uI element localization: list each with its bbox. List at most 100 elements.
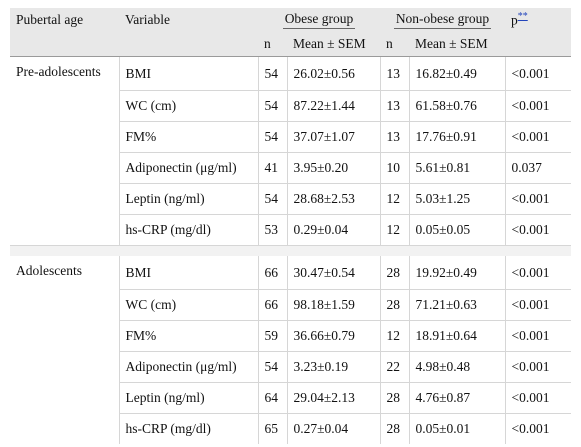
cell-obese-n: 59 — [257, 320, 287, 352]
table-row: Adiponectin (μg/ml) 54 3.23±0.19 22 4.98±0.4… — [10, 351, 571, 383]
cell-p-value: 0.037 — [504, 152, 571, 184]
table-row: Adolescents BMI 66 30.47±0.54 28 19.92±0.49 <0… — [10, 256, 571, 290]
cell-p-value: <0.001 — [504, 90, 571, 122]
cell-non-obese-mean: 61.58±0.76 — [408, 90, 505, 122]
table-row: WC (cm) 54 87.22±1.44 13 61.58±0.76 <0.001 — [10, 90, 571, 122]
cell-p-value: <0.001 — [504, 256, 571, 290]
cell-variable: FM% — [118, 121, 258, 153]
header-non-obese-group: Non-obese group — [380, 8, 505, 32]
cell-non-obese-n: 28 — [379, 289, 409, 321]
cell-obese-n: 54 — [257, 121, 287, 153]
cell-non-obese-mean: 19.92±0.49 — [408, 256, 505, 290]
cell-non-obese-mean: 4.98±0.48 — [408, 351, 505, 383]
cell-non-obese-mean: 18.91±0.64 — [408, 320, 505, 352]
cell-obese-mean: 30.47±0.54 — [286, 256, 380, 290]
cell-obese-n: 66 — [257, 289, 287, 321]
cell-obese-mean: 3.95±0.20 — [286, 152, 380, 184]
cell-obese-mean: 87.22±1.44 — [286, 90, 380, 122]
header-obese-mean: Mean ± SEM — [287, 32, 380, 57]
cell-p-value: <0.001 — [504, 56, 571, 91]
header-empty-2 — [119, 32, 258, 57]
footnote-link[interactable]: ** — [517, 11, 528, 23]
header-p-label: p — [511, 12, 518, 28]
cell-variable: hs-CRP (mg/dl) — [118, 413, 258, 444]
cell-variable: BMI — [118, 256, 258, 290]
cell-p-value: <0.001 — [504, 214, 571, 246]
cell-non-obese-n: 12 — [379, 320, 409, 352]
cell-obese-n: 54 — [257, 183, 287, 215]
table-row: FM% 54 37.07±1.07 13 17.76±0.91 <0.001 — [10, 121, 571, 153]
cell-non-obese-n: 13 — [379, 121, 409, 153]
cell-p-value: <0.001 — [504, 413, 571, 444]
cell-obese-mean: 3.23±0.19 — [286, 351, 380, 383]
pubertal-age-label: Adolescents — [16, 263, 82, 278]
group-spacer — [10, 245, 571, 256]
cell-non-obese-n: 10 — [379, 152, 409, 184]
cell-obese-n: 64 — [257, 382, 287, 414]
table-row: Leptin (ng/ml) 64 29.04±2.13 28 4.76±0.87 <0.… — [10, 382, 571, 414]
cell-non-obese-n: 12 — [379, 183, 409, 215]
cell-obese-n: 66 — [257, 256, 287, 290]
cell-variable: Leptin (ng/ml) — [118, 382, 258, 414]
cell-non-obese-n: 28 — [379, 256, 409, 290]
data-table: Pubertal age Variable Obese group Non-ob… — [10, 8, 571, 444]
header-variable: Variable — [119, 8, 258, 32]
cell-obese-mean: 36.66±0.79 — [286, 320, 380, 352]
header-row-1: Pubertal age Variable Obese group Non-ob… — [10, 8, 571, 32]
cell-p-value: <0.001 — [504, 121, 571, 153]
cell-non-obese-n: 12 — [379, 214, 409, 246]
cell-non-obese-n: 22 — [379, 351, 409, 383]
cell-non-obese-mean: 16.82±0.49 — [408, 56, 505, 91]
table-row: Pre-adolescents BMI 54 26.02±0.56 13 16.82±0.… — [10, 56, 571, 91]
cell-obese-mean: 0.29±0.04 — [286, 214, 380, 246]
cell-p-value: <0.001 — [504, 183, 571, 215]
cell-p-value: <0.001 — [504, 289, 571, 321]
table-row: Leptin (ng/ml) 54 28.68±2.53 12 5.03±1.25 <0.… — [10, 183, 571, 215]
header-row-2: n Mean ± SEM n Mean ± SEM — [10, 32, 571, 57]
cell-obese-n: 41 — [257, 152, 287, 184]
cell-obese-mean: 98.18±1.59 — [286, 289, 380, 321]
cell-obese-n: 54 — [257, 56, 287, 91]
cell-obese-n: 54 — [257, 90, 287, 122]
cell-non-obese-n: 28 — [379, 382, 409, 414]
table-row: Adiponectin (μg/ml) 41 3.95±0.20 10 5.61±0.8… — [10, 152, 571, 184]
cell-obese-mean: 28.68±2.53 — [286, 183, 380, 215]
cell-obese-mean: 26.02±0.56 — [286, 56, 380, 91]
header-non-n: n — [380, 32, 409, 57]
cell-obese-mean: 37.07±1.07 — [286, 121, 380, 153]
cell-obese-mean: 29.04±2.13 — [286, 382, 380, 414]
cell-variable: WC (cm) — [118, 90, 258, 122]
cell-non-obese-mean: 71.21±0.63 — [408, 289, 505, 321]
cell-obese-n: 53 — [257, 214, 287, 246]
table-row: FM% 59 36.66±0.79 12 18.91±0.64 <0.001 — [10, 320, 571, 352]
header-non-obese-group-label: Non-obese group — [393, 11, 492, 29]
cell-p-value: <0.001 — [504, 351, 571, 383]
cell-variable: BMI — [118, 56, 258, 91]
header-empty-3 — [505, 32, 571, 57]
header-non-mean: Mean ± SEM — [409, 32, 505, 57]
table-row: WC (cm) 66 98.18±1.59 28 71.21±0.63 <0.001 — [10, 289, 571, 321]
cell-obese-mean: 0.27±0.04 — [286, 413, 380, 444]
cell-p-value: <0.001 — [504, 382, 571, 414]
cell-non-obese-mean: 17.76±0.91 — [408, 121, 505, 153]
cell-variable: Leptin (ng/ml) — [118, 183, 258, 215]
cell-variable: WC (cm) — [118, 289, 258, 321]
cell-non-obese-mean: 5.03±1.25 — [408, 183, 505, 215]
header-obese-group: Obese group — [258, 8, 380, 32]
cell-non-obese-mean: 0.05±0.05 — [408, 214, 505, 246]
header-empty-1 — [10, 32, 119, 57]
cell-non-obese-mean: 4.76±0.87 — [408, 382, 505, 414]
cell-obese-n: 65 — [257, 413, 287, 444]
header-obese-n: n — [258, 32, 287, 57]
table-row: hs-CRP (mg/dl) 53 0.29±0.04 12 0.05±0.05 <0.0… — [10, 214, 571, 246]
cell-variable: Adiponectin (μg/ml) — [118, 351, 258, 383]
cell-variable: Adiponectin (μg/ml) — [118, 152, 258, 184]
header-pubertal-age: Pubertal age — [10, 8, 119, 32]
cell-variable: hs-CRP (mg/dl) — [118, 214, 258, 246]
header-p: p** — [505, 8, 571, 32]
cell-non-obese-mean: 0.05±0.01 — [408, 413, 505, 444]
cell-obese-n: 54 — [257, 351, 287, 383]
table-row: hs-CRP (mg/dl) 65 0.27±0.04 28 0.05±0.01 <0.0… — [10, 413, 571, 444]
cell-variable: FM% — [118, 320, 258, 352]
